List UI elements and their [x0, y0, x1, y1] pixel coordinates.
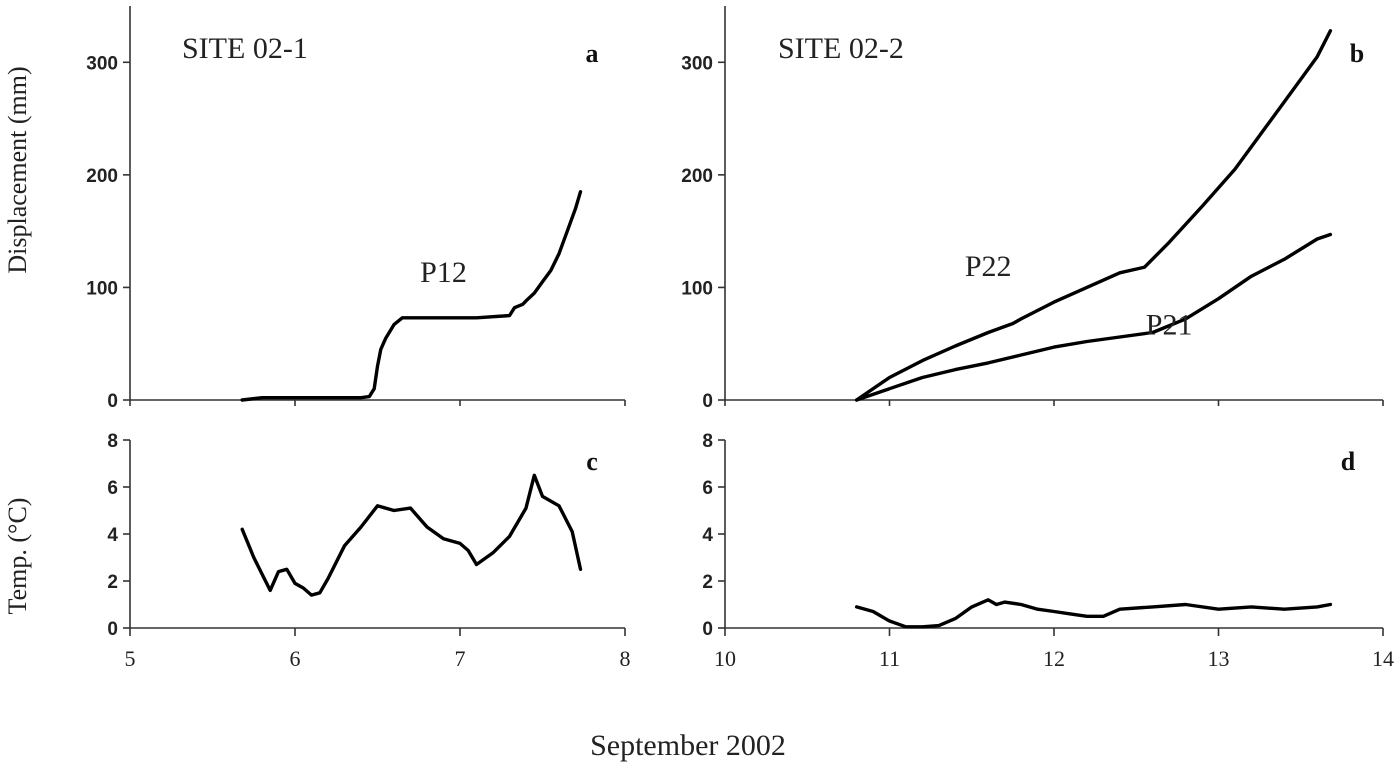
series-line-p22	[854, 29, 1333, 402]
y-tick-label: 4	[702, 525, 713, 546]
panel-a-displacement-site-02-1: 0 100 200 300 P12 a SITE 02-1	[86, 6, 626, 412]
x-tick-label: 14	[1372, 646, 1394, 671]
x-tick-label: 12	[1043, 646, 1065, 671]
panel-b-displacement-site-02-2: 0 100 200 300 P22 P21 b SITE 02-2	[681, 6, 1384, 412]
y-tick-label: 6	[107, 478, 118, 499]
y-tick-label: 300	[681, 53, 713, 74]
site-label: SITE 02-2	[778, 32, 904, 65]
y-tick-label: 8	[107, 431, 118, 452]
y-tick-label: 0	[107, 391, 118, 412]
y-tick-label: 0	[107, 619, 118, 640]
y-tick-label: 2	[702, 572, 713, 593]
y-tick-label: 300	[86, 53, 118, 74]
site-label: SITE 02-1	[182, 32, 308, 65]
x-tick-label: 6	[290, 646, 301, 671]
x-tick-label: 5	[125, 646, 136, 671]
y-tick-label: 200	[86, 166, 118, 187]
series-label-p12: P12	[420, 256, 467, 289]
series-line-p12	[240, 190, 583, 402]
panel-letter: d	[1341, 447, 1356, 476]
y-axis-title-displacement: Displacement (mm)	[3, 66, 32, 273]
y-tick-label: 2	[107, 572, 118, 593]
series-line	[240, 473, 583, 597]
x-tick-label: 11	[879, 646, 900, 671]
series-line-p21	[854, 232, 1333, 402]
y-tick-label: 200	[681, 166, 713, 187]
y-tick-label: 4	[107, 525, 118, 546]
y-tick-label: 0	[702, 619, 713, 640]
x-axis-title: September 2002	[590, 729, 786, 762]
y-tick-label: 100	[86, 278, 118, 299]
panel-letter: c	[586, 447, 598, 476]
x-tick-label: 10	[714, 646, 736, 671]
series-label-p22: P22	[965, 250, 1012, 283]
x-tick-label: 13	[1208, 646, 1230, 671]
series-label-p21: P21	[1146, 309, 1193, 342]
panel-letter: b	[1350, 39, 1364, 68]
panel-d-temperature-site-02-2: 0 2 4 6 8 10 11 12 13 14 d	[702, 431, 1394, 671]
y-tick-label: 0	[702, 391, 713, 412]
panel-letter: a	[586, 39, 599, 68]
x-tick-label: 7	[455, 646, 466, 671]
y-tick-label: 6	[702, 478, 713, 499]
panel-c-temperature-site-02-1: 0 2 4 6 8 5 6 7 8 c	[107, 431, 630, 671]
y-axis-title-temperature: Temp. (°C)	[3, 498, 32, 615]
y-tick-label: 100	[681, 278, 713, 299]
x-tick-label: 8	[620, 646, 631, 671]
y-tick-label: 8	[702, 431, 713, 452]
series-line	[854, 598, 1333, 629]
